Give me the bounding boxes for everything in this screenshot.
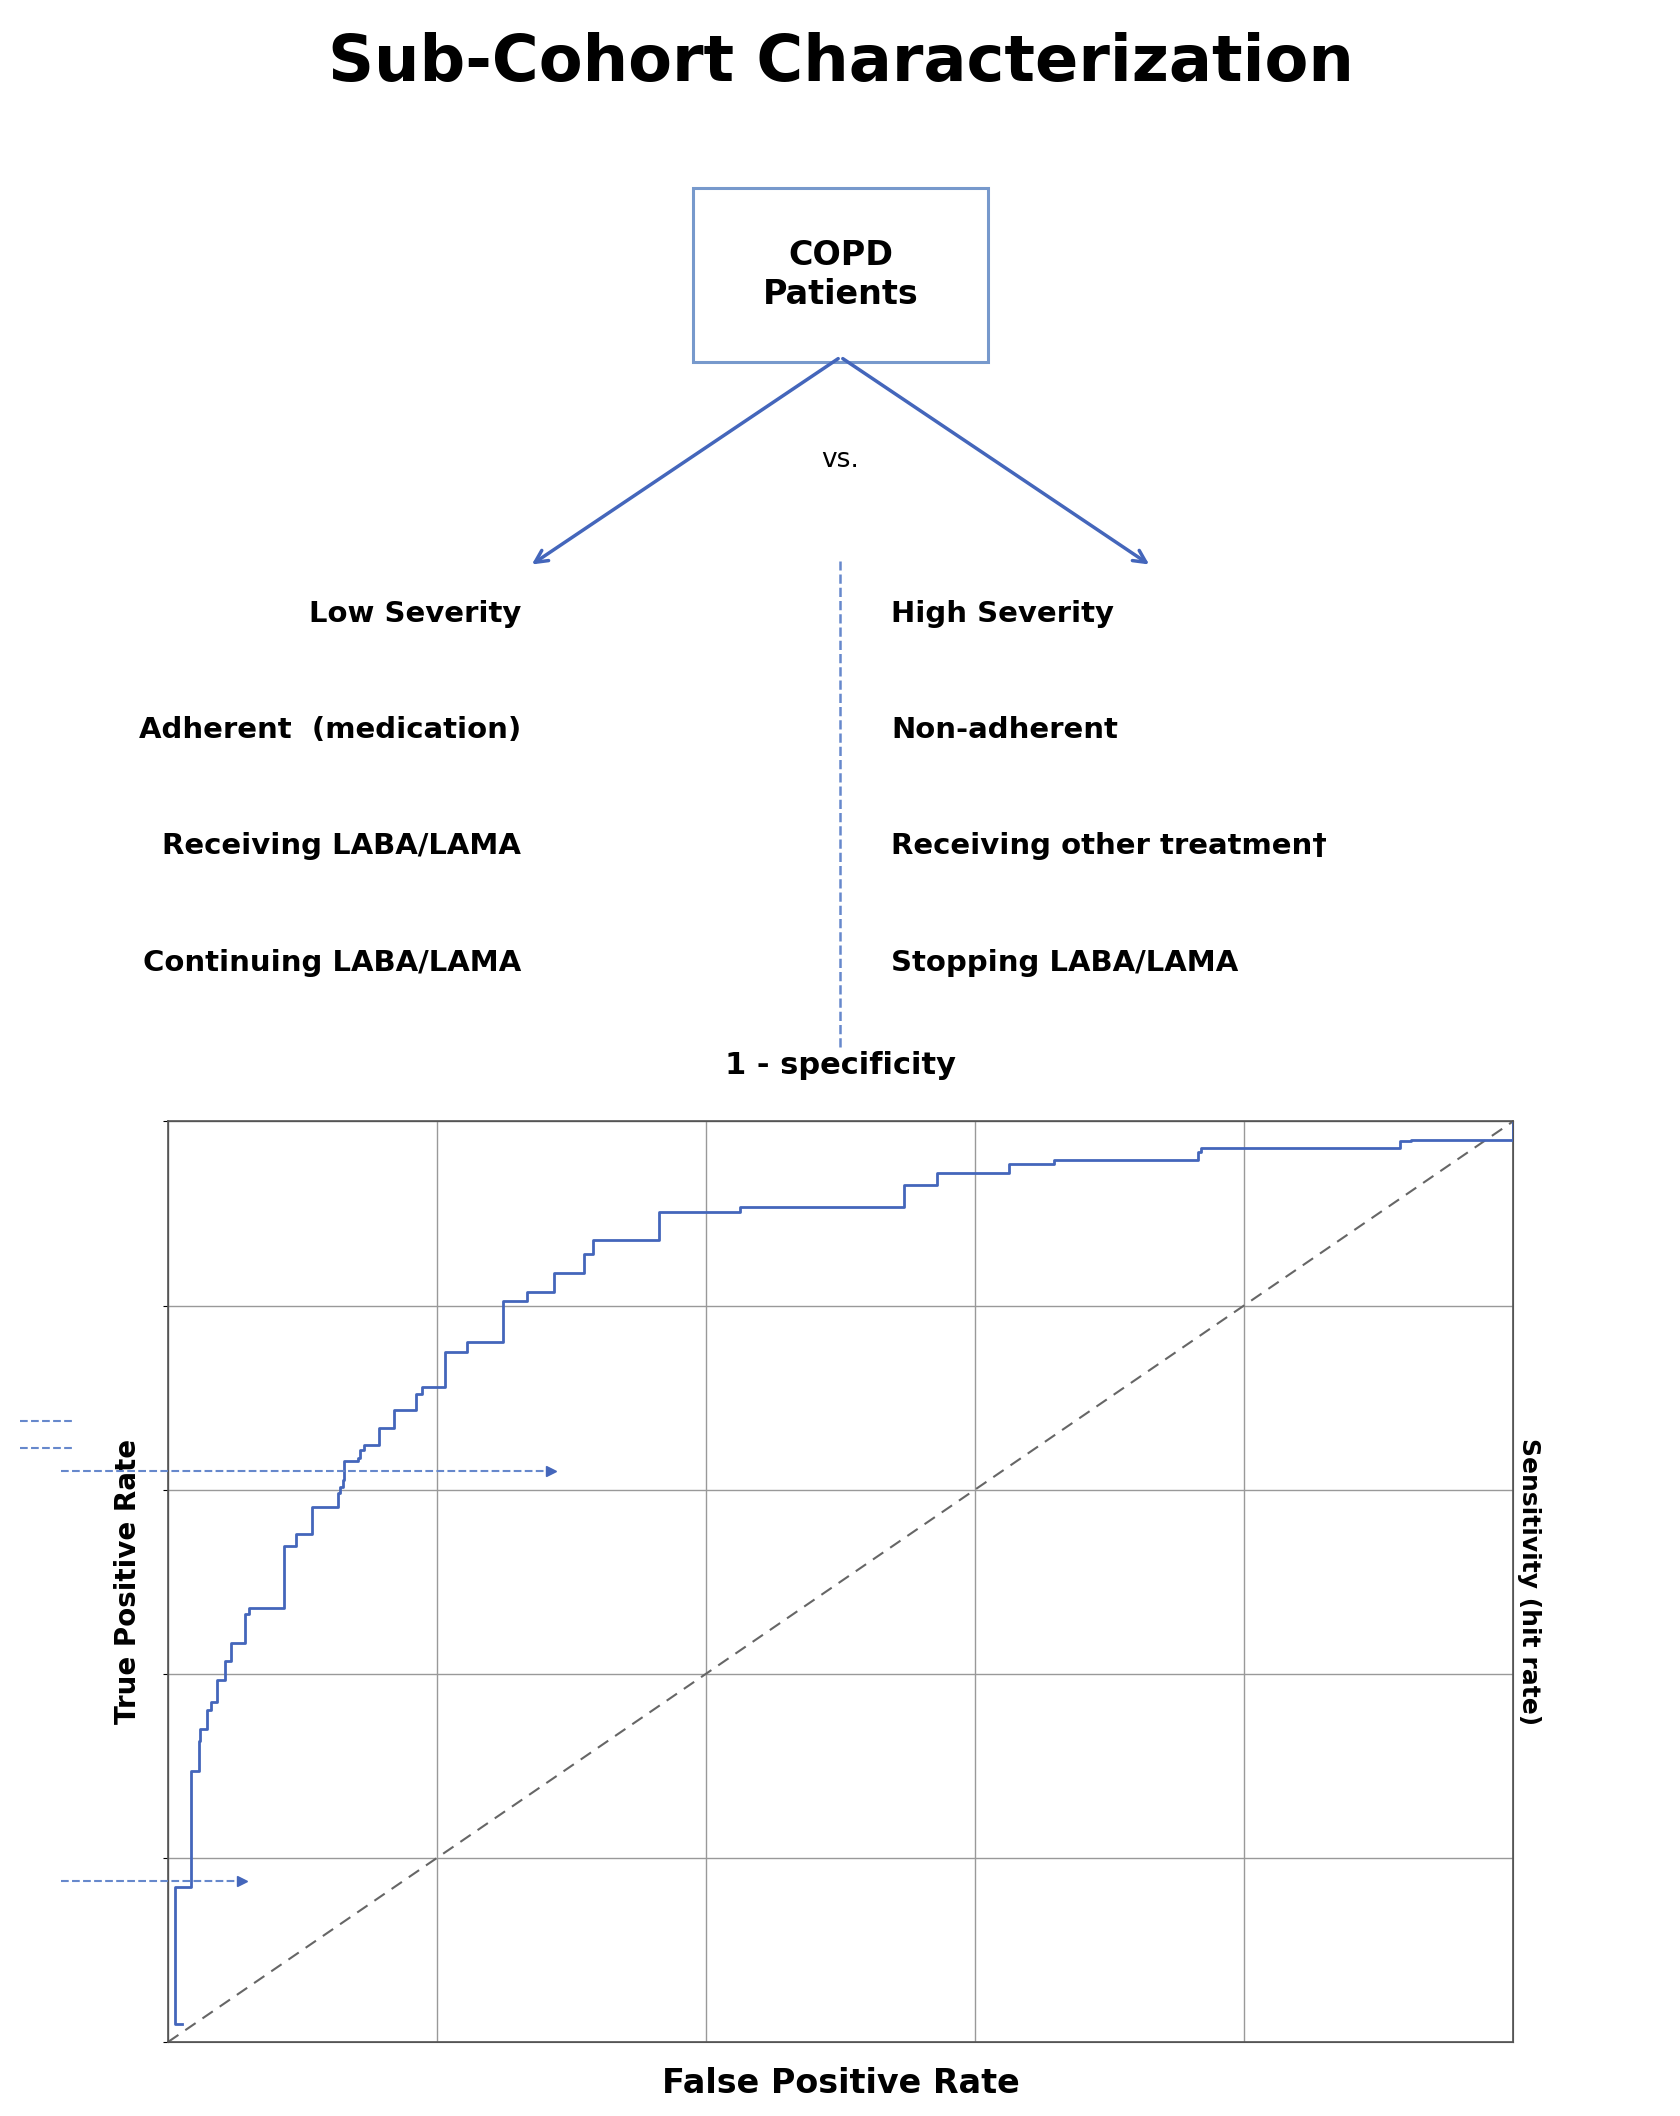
FancyBboxPatch shape [692, 188, 986, 362]
Y-axis label: True Positive Rate: True Positive Rate [114, 1439, 143, 1725]
Text: Non-adherent: Non-adherent [890, 715, 1117, 745]
Text: COPD
Patients: COPD Patients [763, 239, 917, 311]
Text: Receiving LABA/LAMA: Receiving LABA/LAMA [163, 832, 521, 861]
Text: Low Severity: Low Severity [309, 599, 521, 628]
Text: Stopping LABA/LAMA: Stopping LABA/LAMA [890, 948, 1238, 978]
Text: vs.: vs. [822, 446, 858, 474]
Text: Continuing LABA/LAMA: Continuing LABA/LAMA [143, 948, 521, 978]
Text: Adherent  (medication): Adherent (medication) [139, 715, 521, 745]
Y-axis label: Sensitivity (hit rate): Sensitivity (hit rate) [1515, 1439, 1541, 1725]
Text: High Severity: High Severity [890, 599, 1114, 628]
X-axis label: False Positive Rate: False Positive Rate [662, 2067, 1018, 2099]
Text: Receiving other treatmen†: Receiving other treatmen† [890, 832, 1326, 861]
Text: 1 - specificity: 1 - specificity [724, 1052, 956, 1079]
Text: Sub-Cohort Characterization: Sub-Cohort Characterization [328, 32, 1352, 93]
